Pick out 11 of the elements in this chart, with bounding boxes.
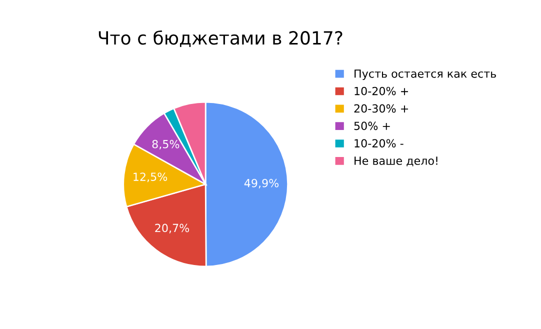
legend-label: 20-30% + xyxy=(354,104,408,113)
data-label: 12,5% xyxy=(134,172,168,182)
data-label: 8,5% xyxy=(152,140,180,150)
legend-label: Не ваше дело! xyxy=(354,156,438,166)
chart-title: Что с бюджетами в 2017? xyxy=(98,30,342,47)
legend-label: 10-20% + xyxy=(354,86,408,96)
legend-label: 10-20% - xyxy=(354,139,404,148)
data-label: 49,9% xyxy=(244,178,279,188)
legend-label: 50% + xyxy=(354,122,390,130)
legend-label: Пусть остается как есть xyxy=(354,70,496,80)
data-label: 20,7% xyxy=(155,224,190,234)
